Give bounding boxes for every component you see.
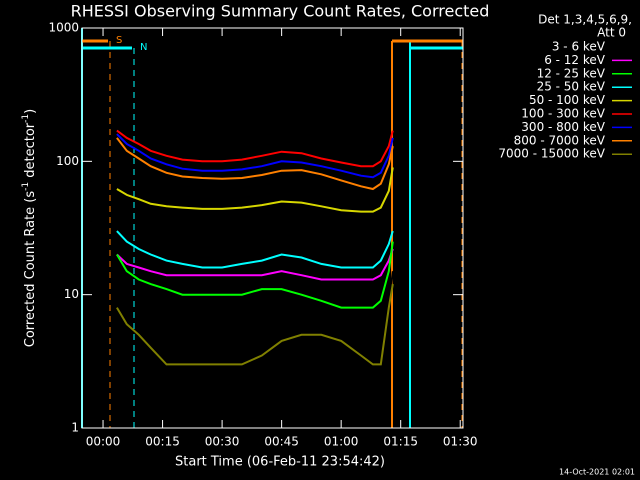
series-line (116, 271, 394, 419)
x-tick-label: 00:00 (86, 435, 121, 449)
chart-title: RHESSI Observing Summary Count Rates, Co… (71, 2, 490, 21)
x-tick-label: 01:00 (324, 435, 359, 449)
x-tick-label: 00:45 (264, 435, 299, 449)
x-tick-label: 01:15 (383, 435, 418, 449)
legend-header: Att 0 (597, 26, 626, 40)
legend-label: 3 - 6 keV (552, 40, 606, 54)
y-label-part: -1 (21, 114, 31, 123)
series-line (116, 133, 394, 179)
flag-label: N (140, 42, 147, 53)
plot-area (116, 129, 394, 419)
legend-label: 300 - 800 keV (521, 120, 605, 134)
y-tick-label: 1 (71, 421, 79, 435)
legend-label: 50 - 100 keV (529, 93, 606, 107)
flag-label: S (116, 35, 122, 46)
y-label-part: detector (23, 122, 38, 182)
legend-label: 12 - 25 keV (537, 66, 606, 80)
series-line (116, 248, 394, 281)
y-tick-label: 10 (64, 287, 79, 301)
legend-label: 25 - 50 keV (537, 80, 606, 94)
series-line (116, 129, 394, 168)
series-line (116, 283, 394, 366)
series-line (116, 241, 394, 309)
legend-label: 800 - 7000 keV (514, 133, 606, 147)
legend-label: 100 - 300 keV (521, 107, 605, 121)
x-axis-label: Start Time (06-Feb-11 23:54:42) (175, 455, 385, 470)
axes-frame (81, 27, 464, 429)
y-label-part: -1 (21, 182, 31, 191)
y-tick-label: 100 (56, 154, 79, 168)
y-label-part: ) (23, 109, 38, 114)
legend-header: Det 1,3,4,5,6,9, (538, 13, 632, 27)
legend-label: 7000 - 15000 keV (498, 147, 605, 161)
x-tick-label: 01:30 (443, 435, 478, 449)
x-tick-label: 00:30 (205, 435, 240, 449)
legend-label: 6 - 12 keV (544, 53, 606, 67)
series-line (116, 230, 394, 269)
y-axis-label: Corrected Count Rate (s-1 detector-1) (21, 109, 38, 347)
y-tick-label: 1000 (48, 21, 79, 35)
x-tick-label: 00:15 (145, 435, 180, 449)
series-line (116, 167, 394, 213)
y-label-part: Corrected Count Rate (s (23, 191, 38, 348)
series-line (116, 137, 394, 191)
timestamp: 14-Oct-2021 02:01 (559, 468, 635, 477)
